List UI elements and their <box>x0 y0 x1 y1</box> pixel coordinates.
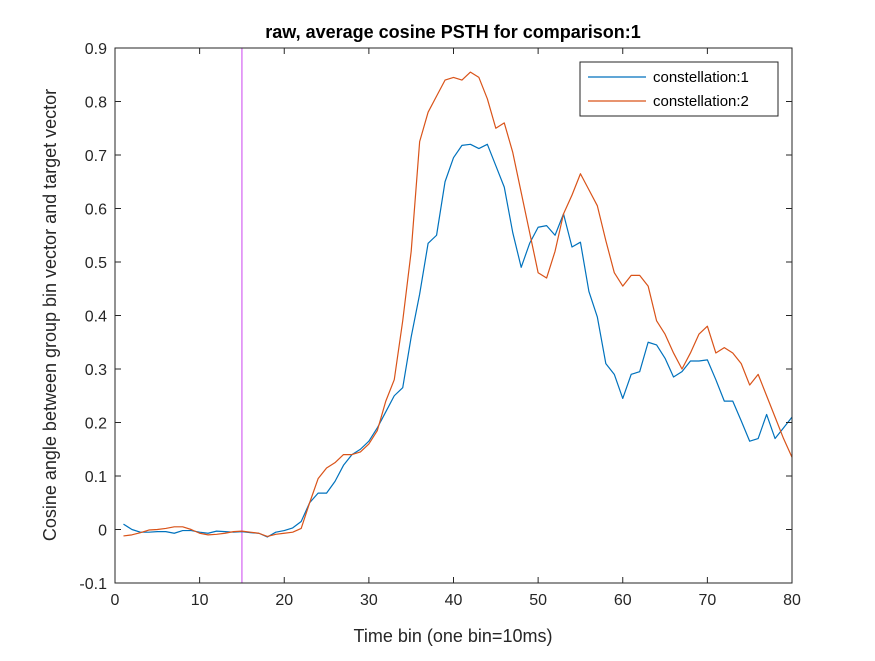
y-tick-label: 0.1 <box>85 469 107 486</box>
y-tick-label: 0.5 <box>85 255 107 272</box>
x-axis: 0 10 20 30 40 50 60 70 80 <box>111 48 801 609</box>
chart-title: raw, average cosine PSTH for comparison:… <box>265 22 640 42</box>
x-tick-label: 30 <box>360 592 378 609</box>
x-tick-label: 20 <box>275 592 293 609</box>
legend-label-1: constellation:1 <box>653 69 749 86</box>
y-axis: -0.1 0 0.1 0.2 0.3 0.4 0.5 0.6 0.7 0.8 0.9 <box>79 41 792 593</box>
x-tick-label: 0 <box>111 592 120 609</box>
x-tick-label: 50 <box>529 592 547 609</box>
x-tick-label: 60 <box>614 592 632 609</box>
legend: constellation:1 constellation:2 <box>579 61 779 117</box>
y-tick-label: 0.2 <box>85 416 107 433</box>
x-axis-label: Time bin (one bin=10ms) <box>354 626 553 646</box>
y-tick-label: 0.7 <box>85 148 107 165</box>
y-tick-label: 0 <box>98 523 107 540</box>
x-tick-label: 70 <box>698 592 716 609</box>
y-tick-label: 0.9 <box>85 41 107 58</box>
plot-area <box>115 48 792 583</box>
y-tick-label: 0.3 <box>85 362 107 379</box>
y-tick-label: -0.1 <box>79 576 107 593</box>
x-tick-label: 10 <box>191 592 209 609</box>
series-line-2 <box>123 71 793 538</box>
plot-content <box>123 48 793 583</box>
y-tick-label: 0.6 <box>85 202 107 219</box>
legend-label-2: constellation:2 <box>653 93 749 110</box>
y-tick-label: 0.4 <box>85 309 107 326</box>
x-tick-label: 40 <box>445 592 463 609</box>
x-tick-label: 80 <box>783 592 801 609</box>
y-tick-label: 0.8 <box>85 95 107 112</box>
legend-box <box>579 61 779 117</box>
y-axis-label: Cosine angle between group bin vector an… <box>40 89 60 541</box>
